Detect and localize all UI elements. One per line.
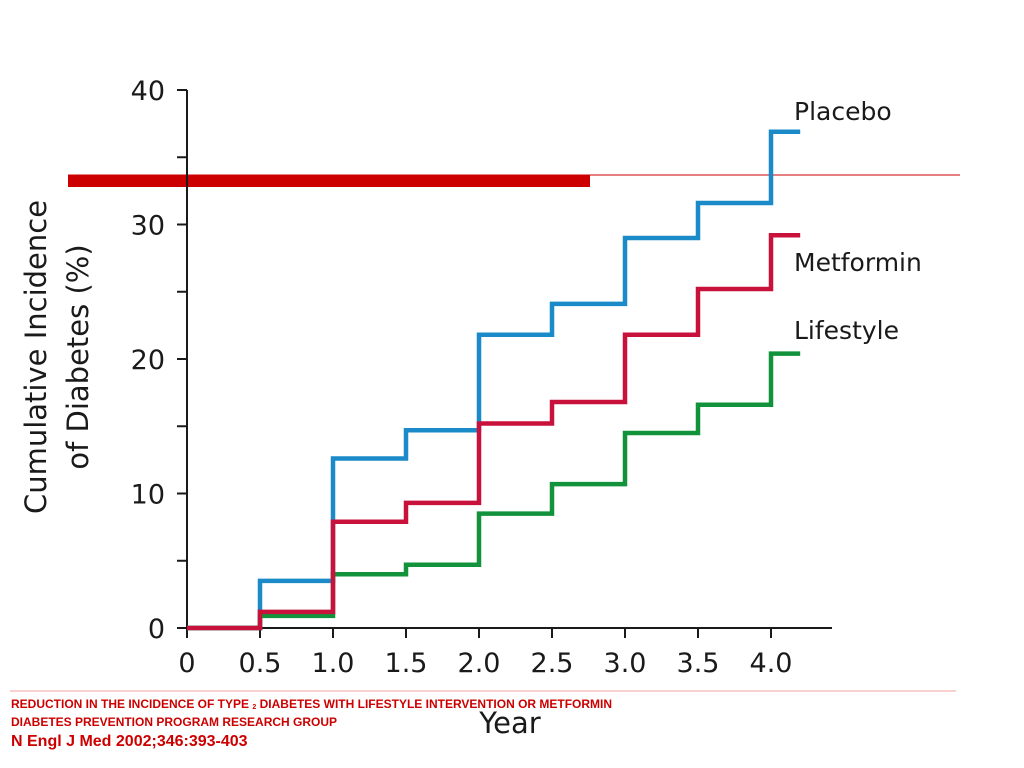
y-axis-label-line1: Cumulative Incidence — [19, 200, 53, 514]
y-tick-label: 40 — [131, 76, 165, 107]
x-tick-label: 0.5 — [239, 648, 282, 679]
series-line-metformin — [187, 233, 801, 631]
series-label-lifestyle: Lifestyle — [794, 316, 899, 345]
series-label-placebo: Placebo — [794, 97, 892, 126]
x-tick-label: 3.5 — [677, 648, 720, 679]
x-tick-label: 2.5 — [531, 648, 574, 679]
x-axis-label: Year — [478, 706, 540, 740]
x-tick-label: 0 — [178, 648, 195, 679]
y-axis-label: Cumulative Incidence of Diabetes (%) — [19, 200, 95, 514]
y-tick-label: 10 — [131, 480, 165, 511]
series-line-placebo — [187, 129, 801, 631]
axes: 0 10 20 30 40 0 0.5 1.0 1.5 2.0 2.5 3.0 3.5 4.0 — [131, 76, 832, 679]
caption-group: DIABETES PREVENTION PROGRAM RESEARCH GRO… — [11, 715, 338, 729]
x-tick-label: 4.0 — [750, 648, 793, 679]
caption-title-subscript: 2 — [252, 704, 257, 711]
y-tick-label: 0 — [148, 614, 165, 645]
x-tick-label: 3.0 — [604, 648, 647, 679]
y-tick-label: 20 — [131, 345, 165, 376]
series-labels: Placebo Metformin Lifestyle — [794, 97, 922, 345]
y-tick-label: 30 — [131, 211, 165, 242]
x-tick-label: 1.5 — [385, 648, 428, 679]
series-layer — [187, 129, 801, 631]
x-tick-label: 2.0 — [458, 648, 501, 679]
banner-thick-bar — [68, 175, 590, 187]
series-line-lifestyle — [187, 351, 801, 631]
caption-title-suffix: DIABETES WITH LIFESTYLE INTERVENTION OR … — [259, 697, 613, 711]
series-label-metformin: Metformin — [794, 248, 922, 277]
caption-title-prefix: REDUCTION IN THE INCIDENCE OF TYPE — [11, 697, 250, 711]
x-tick-label: 1.0 — [312, 648, 355, 679]
caption-citation: N Engl J Med 2002;346:393-403 — [11, 733, 248, 750]
y-axis-label-line2: of Diabetes (%) — [61, 244, 95, 469]
caption-title: REDUCTION IN THE INCIDENCE OF TYPE 2 DIA… — [11, 697, 612, 711]
